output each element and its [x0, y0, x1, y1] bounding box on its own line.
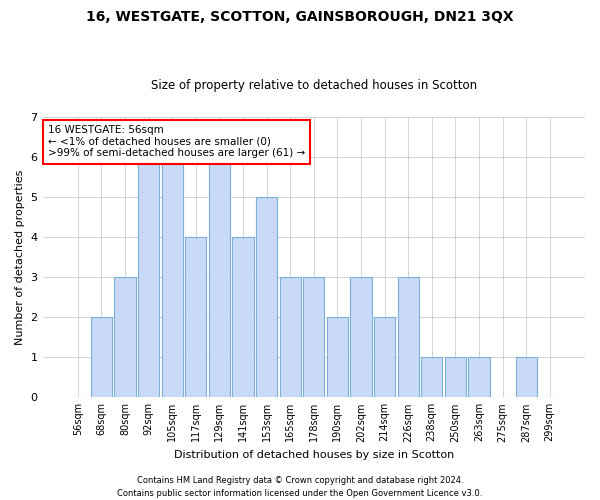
Bar: [161, 157, 183, 398]
Bar: [350, 277, 371, 398]
Bar: [232, 237, 254, 398]
Bar: [469, 357, 490, 398]
X-axis label: Distribution of detached houses by size in Scotton: Distribution of detached houses by size …: [173, 450, 454, 460]
Bar: [515, 357, 537, 398]
Bar: [91, 317, 112, 398]
Bar: [398, 277, 419, 398]
Bar: [327, 317, 348, 398]
Bar: [256, 197, 277, 398]
Bar: [303, 277, 325, 398]
Text: Contains HM Land Registry data © Crown copyright and database right 2024.
Contai: Contains HM Land Registry data © Crown c…: [118, 476, 482, 498]
Bar: [374, 317, 395, 398]
Text: 16, WESTGATE, SCOTTON, GAINSBOROUGH, DN21 3QX: 16, WESTGATE, SCOTTON, GAINSBOROUGH, DN2…: [86, 10, 514, 24]
Bar: [445, 357, 466, 398]
Text: 16 WESTGATE: 56sqm
← <1% of detached houses are smaller (0)
>99% of semi-detache: 16 WESTGATE: 56sqm ← <1% of detached hou…: [48, 125, 305, 158]
Bar: [280, 277, 301, 398]
Bar: [421, 357, 442, 398]
Bar: [185, 237, 206, 398]
Bar: [138, 157, 159, 398]
Title: Size of property relative to detached houses in Scotton: Size of property relative to detached ho…: [151, 79, 477, 92]
Bar: [209, 157, 230, 398]
Bar: [115, 277, 136, 398]
Y-axis label: Number of detached properties: Number of detached properties: [15, 170, 25, 344]
